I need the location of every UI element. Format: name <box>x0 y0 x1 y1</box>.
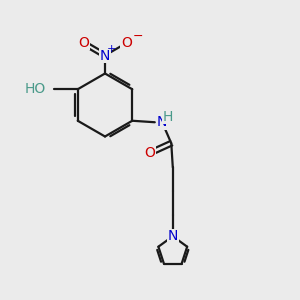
Text: O: O <box>144 146 155 160</box>
Text: N: N <box>168 229 178 243</box>
Text: O: O <box>121 36 132 50</box>
Text: HO: HO <box>25 82 46 96</box>
Text: N: N <box>156 115 167 129</box>
Text: N: N <box>168 229 178 243</box>
Text: +: + <box>107 44 116 54</box>
Text: O: O <box>78 36 89 50</box>
Text: −: − <box>133 29 143 43</box>
Text: N: N <box>100 49 110 62</box>
Text: H: H <box>162 110 172 124</box>
